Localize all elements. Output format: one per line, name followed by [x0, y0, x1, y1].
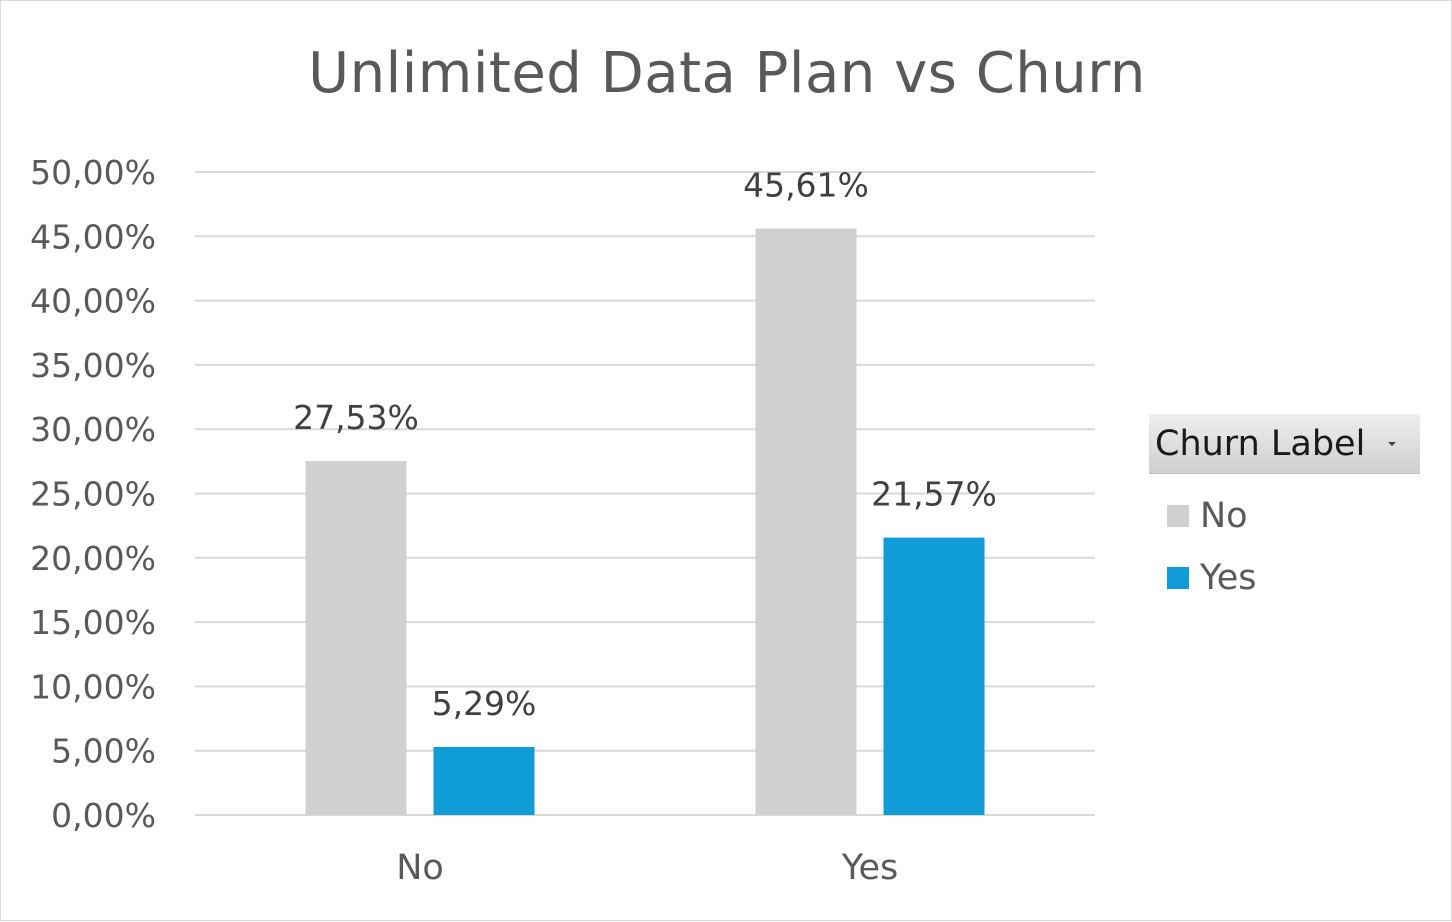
y-tick-label: 10,00% [30, 667, 156, 706]
legend: Churn Label No Yes [1149, 414, 1420, 598]
y-tick-label: 20,00% [30, 539, 156, 578]
data-label: 21,57% [871, 475, 997, 514]
bar-no-no[interactable] [305, 460, 407, 815]
y-tick-label: 50,00% [30, 153, 156, 192]
y-tick-label: 45,00% [30, 217, 156, 256]
legend-label-yes: Yes [1200, 558, 1257, 598]
data-label: 5,29% [432, 684, 537, 723]
legend-label-no: No [1200, 496, 1248, 536]
bar-yes-yes[interactable] [883, 537, 985, 815]
y-tick-label: 0,00% [51, 796, 156, 835]
legend-swatch-yes [1167, 567, 1189, 589]
y-tick-label: 40,00% [30, 282, 156, 321]
legend-swatch-no [1167, 505, 1189, 527]
y-tick-label: 5,00% [51, 732, 156, 771]
data-label: 27,53% [293, 398, 419, 437]
dropdown-arrow-icon[interactable] [1388, 441, 1396, 446]
legend-item-no: No [1149, 496, 1420, 536]
y-tick-label: 15,00% [30, 603, 156, 642]
y-tick-label: 35,00% [30, 346, 156, 385]
y-tick-label: 25,00% [30, 475, 156, 514]
y-tick-label: 30,00% [30, 410, 156, 449]
data-label: 45,61% [743, 165, 869, 204]
x-tick-label: No [396, 848, 444, 888]
legend-title: Churn Label [1155, 423, 1366, 464]
legend-item-yes: Yes [1149, 558, 1420, 598]
chart-title: Unlimited Data Plan vs Churn [308, 41, 1146, 106]
bar-no-yes[interactable] [755, 228, 857, 816]
legend-filter-button[interactable]: Churn Label [1149, 414, 1420, 474]
x-tick-label: Yes [841, 848, 899, 888]
bar-yes-no[interactable] [433, 746, 535, 815]
